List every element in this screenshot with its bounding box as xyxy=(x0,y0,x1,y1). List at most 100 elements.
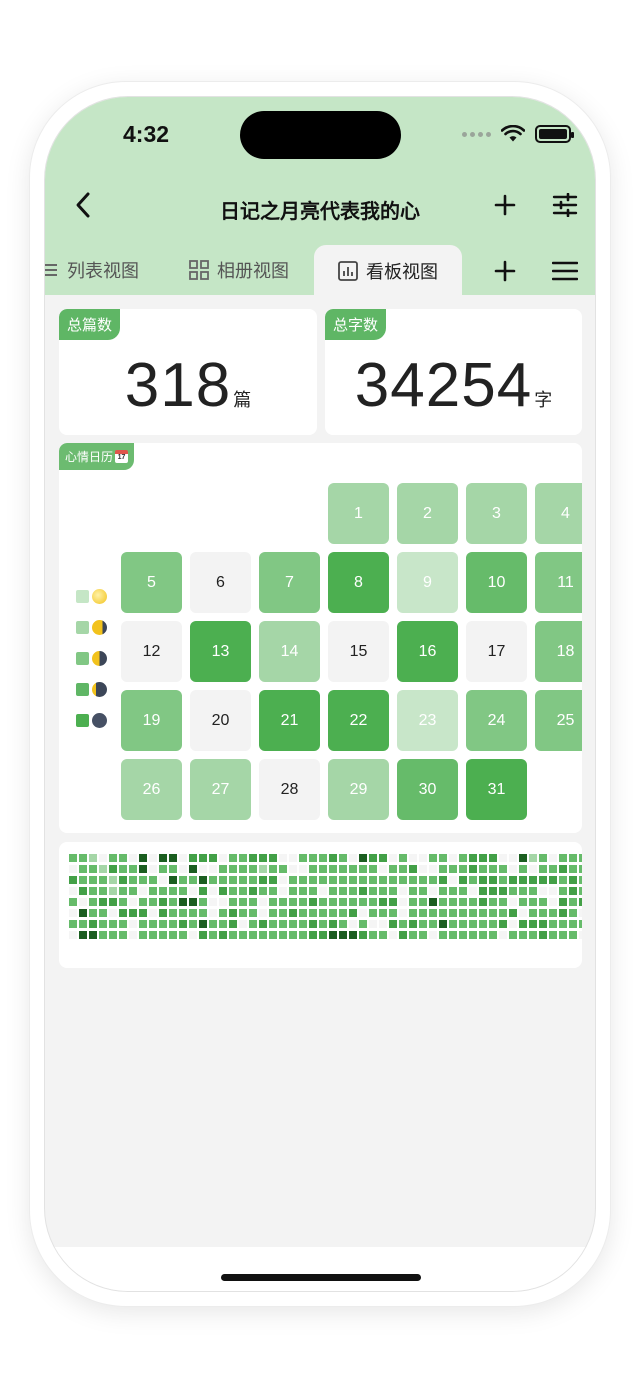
calendar-day-6[interactable]: 6 xyxy=(190,552,251,613)
heatmap-cell xyxy=(369,876,377,884)
calendar-day-24[interactable]: 24 xyxy=(466,690,527,751)
heatmap-cell xyxy=(89,854,97,862)
heatmap-cell xyxy=(529,931,537,939)
tab-list-view[interactable]: 列表视图 xyxy=(45,245,139,295)
heatmap-cell xyxy=(569,909,577,917)
heatmap-cell xyxy=(399,898,407,906)
full-moon-icon xyxy=(92,589,107,604)
heatmap-cell xyxy=(99,931,107,939)
calendar-day-15[interactable]: 15 xyxy=(328,621,389,682)
heatmap-cell xyxy=(309,909,317,917)
calendar-day-13[interactable]: 13 xyxy=(190,621,251,682)
heatmap-cell xyxy=(209,887,217,895)
calendar-day-7[interactable]: 7 xyxy=(259,552,320,613)
heatmap-cell xyxy=(449,854,457,862)
calendar-day-26[interactable]: 26 xyxy=(121,759,182,820)
add-view-button[interactable] xyxy=(489,255,521,287)
tab-album-view[interactable]: 相册视图 xyxy=(189,245,289,295)
calendar-day-5[interactable]: 5 xyxy=(121,552,182,613)
dynamic-island xyxy=(240,111,401,159)
calendar-day-31[interactable]: 31 xyxy=(466,759,527,820)
heatmap-cell xyxy=(259,898,267,906)
chart-icon xyxy=(338,261,358,281)
heatmap-cell xyxy=(469,898,477,906)
heatmap-cell xyxy=(569,887,577,895)
calendar-day-16[interactable]: 16 xyxy=(397,621,458,682)
heatmap-cell xyxy=(189,920,197,928)
heatmap-cell xyxy=(229,865,237,873)
heatmap-cell xyxy=(499,854,507,862)
calendar-day-10[interactable]: 10 xyxy=(466,552,527,613)
heatmap-cell xyxy=(489,876,497,884)
calendar-day-19[interactable]: 19 xyxy=(121,690,182,751)
back-button[interactable] xyxy=(67,189,99,221)
heatmap-cell xyxy=(219,876,227,884)
heatmap-cell xyxy=(319,865,327,873)
calendar-day-21[interactable]: 21 xyxy=(259,690,320,751)
calendar-day-18[interactable]: 18 xyxy=(535,621,582,682)
calendar-day-29[interactable]: 29 xyxy=(328,759,389,820)
calendar-day-28[interactable]: 28 xyxy=(259,759,320,820)
calendar-day-22[interactable]: 22 xyxy=(328,690,389,751)
heatmap-cell xyxy=(309,931,317,939)
heatmap-cell xyxy=(109,898,117,906)
heatmap-cell xyxy=(399,876,407,884)
heatmap-cell xyxy=(429,920,437,928)
home-indicator[interactable] xyxy=(221,1274,421,1281)
heatmap-cell xyxy=(139,865,147,873)
heatmap-cell xyxy=(319,876,327,884)
calendar-day-9[interactable]: 9 xyxy=(397,552,458,613)
heatmap-cell xyxy=(339,854,347,862)
heatmap-cell xyxy=(409,931,417,939)
heatmap-cell xyxy=(489,898,497,906)
views-menu-button[interactable] xyxy=(549,255,581,287)
heatmap-cell xyxy=(479,920,487,928)
heatmap-cell xyxy=(319,931,327,939)
calendar-day-12[interactable]: 12 xyxy=(121,621,182,682)
heatmap-cell xyxy=(349,887,357,895)
heatmap-cell xyxy=(539,931,547,939)
add-entry-button[interactable] xyxy=(489,189,521,221)
calendar-day-20[interactable]: 20 xyxy=(190,690,251,751)
calendar-day-1[interactable]: 1 xyxy=(328,483,389,544)
heatmap-cell xyxy=(379,920,387,928)
heatmap-cell xyxy=(569,898,577,906)
app-screen: 4:32 日记之月亮代表我的心 列表视图 xyxy=(44,96,596,1292)
heatmap-cell xyxy=(189,854,197,862)
heatmap-cell xyxy=(409,865,417,873)
plus-icon xyxy=(494,194,516,216)
calendar-day-27[interactable]: 27 xyxy=(190,759,251,820)
filter-settings-button[interactable] xyxy=(549,189,581,221)
heatmap-cell xyxy=(189,909,197,917)
calendar-day-30[interactable]: 30 xyxy=(397,759,458,820)
heatmap-cell xyxy=(569,931,577,939)
heatmap-cell xyxy=(459,898,467,906)
heatmap-cell xyxy=(499,931,507,939)
heatmap-cell xyxy=(269,887,277,895)
heatmap-cell xyxy=(459,876,467,884)
heatmap-cell xyxy=(559,876,567,884)
calendar-day-23[interactable]: 23 xyxy=(397,690,458,751)
heatmap-cell xyxy=(399,931,407,939)
heatmap-cell xyxy=(499,920,507,928)
calendar-day-25[interactable]: 25 xyxy=(535,690,582,751)
tab-board-view[interactable]: 看板视图 xyxy=(314,245,462,297)
calendar-day-14[interactable]: 14 xyxy=(259,621,320,682)
calendar-day-3[interactable]: 3 xyxy=(466,483,527,544)
heatmap-cell xyxy=(349,876,357,884)
heatmap-cell xyxy=(219,854,227,862)
heatmap-cell xyxy=(519,931,527,939)
heatmap-cell xyxy=(229,854,237,862)
calendar-day-4[interactable]: 4 xyxy=(535,483,582,544)
heatmap-cell xyxy=(409,909,417,917)
calendar-day-2[interactable]: 2 xyxy=(397,483,458,544)
heatmap-cell xyxy=(209,931,217,939)
heatmap-cell xyxy=(99,909,107,917)
heatmap-cell xyxy=(549,909,557,917)
heatmap-cell xyxy=(89,931,97,939)
calendar-day-11[interactable]: 11 xyxy=(535,552,582,613)
heatmap-row xyxy=(69,931,582,939)
calendar-day-17[interactable]: 17 xyxy=(466,621,527,682)
calendar-day-8[interactable]: 8 xyxy=(328,552,389,613)
heatmap-cell xyxy=(159,865,167,873)
